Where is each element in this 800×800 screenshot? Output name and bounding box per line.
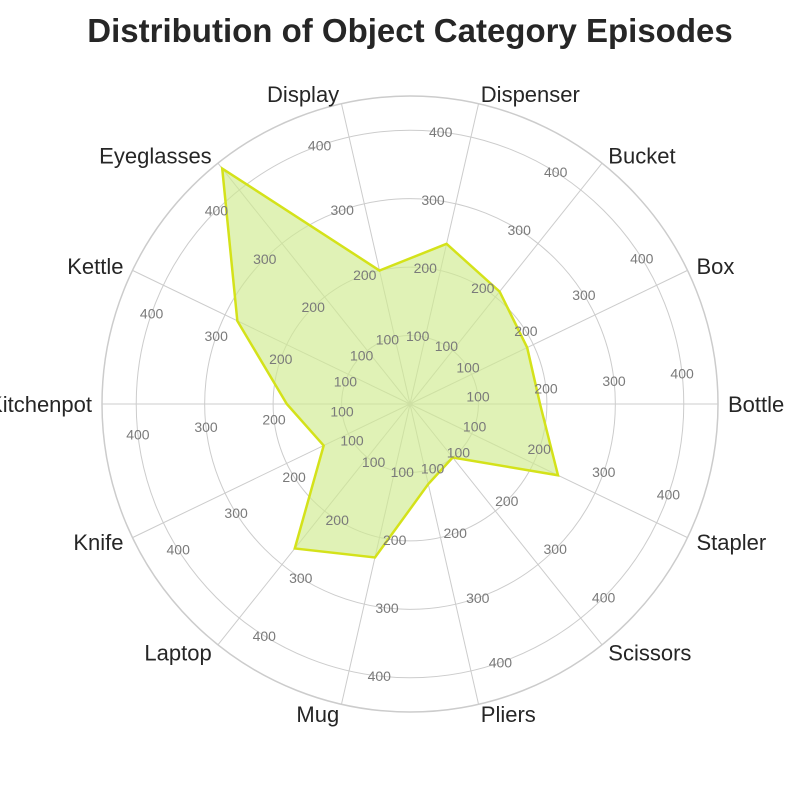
radial-tick-label: 300	[544, 541, 568, 557]
category-label-mug: Mug	[296, 702, 339, 727]
radial-tick-label: 400	[657, 486, 681, 502]
radial-tick-label: 200	[302, 299, 326, 315]
tick-layer: 100 200 300 400 100 200 300 400 100 200 300 400 100 2…	[126, 124, 694, 684]
radial-tick-label: 400	[308, 138, 332, 154]
radial-tick-label: 200	[495, 493, 519, 509]
data-point-box	[526, 347, 528, 349]
radial-tick-label: 300	[289, 570, 313, 586]
radial-tick-label: 400	[489, 654, 513, 670]
category-label-scissors: Scissors	[608, 641, 691, 666]
radial-tick-label: 300	[602, 373, 626, 389]
radial-tick-label: 100	[334, 373, 358, 389]
category-label-display: Display	[267, 82, 339, 107]
radial-tick-label: 100	[421, 461, 445, 477]
data-point-kettle	[236, 320, 238, 322]
category-label-eyeglasses: Eyeglasses	[99, 143, 212, 168]
radial-tick-label: 100	[376, 331, 400, 347]
series-layer	[220, 166, 560, 559]
data-point-mug	[374, 556, 376, 558]
radial-tick-label: 400	[670, 365, 694, 381]
radial-tick-label: 400	[205, 202, 229, 218]
radial-tick-label: 300	[194, 419, 218, 435]
radial-tick-label: 100	[435, 338, 459, 354]
data-point-laptop	[294, 547, 296, 549]
radial-tick-label: 300	[508, 222, 532, 238]
category-label-bottle: Bottle	[728, 392, 784, 417]
radial-tick-label: 400	[544, 164, 568, 180]
radial-tick-label: 100	[391, 464, 415, 480]
radial-tick-label: 400	[126, 427, 150, 443]
radial-tick-label: 300	[205, 328, 229, 344]
radial-tick-label: 200	[269, 351, 293, 367]
category-label-kettle: Kettle	[67, 254, 123, 279]
radial-tick-label: 300	[572, 287, 596, 303]
radial-tick-label: 200	[444, 525, 468, 541]
data-point-scissors	[452, 457, 454, 459]
radial-tick-label: 300	[224, 505, 248, 521]
radial-tick-label: 100	[362, 454, 386, 470]
category-label-pliers: Pliers	[481, 702, 536, 727]
radial-tick-label: 200	[262, 411, 286, 427]
radial-tick-label: 400	[592, 590, 616, 606]
radial-tick-label: 300	[592, 464, 616, 480]
radial-tick-label: 300	[253, 251, 277, 267]
data-point-eyeglasses	[221, 168, 223, 170]
radial-tick-label: 200	[514, 323, 538, 339]
data-point-bottle	[539, 403, 541, 405]
data-point-pliers	[427, 483, 429, 485]
radial-tick-label: 100	[466, 388, 490, 404]
category-label-knife: Knife	[73, 530, 123, 555]
radial-tick-label: 200	[528, 441, 552, 457]
radial-tick-label: 200	[353, 267, 377, 283]
category-label-dispenser: Dispenser	[481, 82, 580, 107]
chart-title: Distribution of Object Category Episodes	[87, 12, 732, 49]
radial-tick-label: 100	[340, 432, 364, 448]
category-label-kitchenpot: Kitchenpot	[0, 392, 92, 417]
data-point-bucket	[499, 291, 501, 293]
radial-tick-label: 200	[534, 381, 558, 397]
data-point-stapler	[557, 474, 559, 476]
radial-tick-label: 100	[406, 328, 430, 344]
radial-tick-label: 200	[414, 260, 438, 276]
data-point-knife	[323, 445, 325, 447]
radial-tick-label: 100	[350, 348, 374, 364]
radial-tick-label: 400	[429, 124, 453, 140]
data-point-kitchenpot	[286, 403, 288, 405]
radial-tick-label: 200	[471, 280, 495, 296]
radial-tick-label: 300	[331, 202, 355, 218]
label-layer: Bottle Box Bucket Dispenser Display Eyeglasse…	[0, 82, 784, 727]
radial-tick-label: 200	[282, 469, 306, 485]
radial-tick-label: 300	[466, 590, 490, 606]
radial-tick-label: 400	[368, 668, 392, 684]
category-label-stapler: Stapler	[697, 530, 767, 555]
radial-tick-label: 400	[167, 542, 191, 558]
radial-tick-label: 300	[421, 192, 445, 208]
radial-tick-label: 300	[375, 600, 399, 616]
radial-tick-label: 100	[456, 360, 480, 376]
radial-tick-label: 100	[330, 404, 354, 420]
radial-tick-label: 100	[463, 419, 487, 435]
category-label-box: Box	[697, 254, 735, 279]
category-label-laptop: Laptop	[144, 641, 211, 666]
data-point-display	[379, 270, 381, 272]
radial-tick-label: 400	[630, 250, 654, 266]
radial-tick-label: 200	[326, 512, 350, 528]
radial-tick-label: 400	[253, 628, 277, 644]
radial-tick-label: 200	[383, 532, 407, 548]
category-label-bucket: Bucket	[608, 143, 675, 168]
radial-tick-label: 100	[447, 444, 471, 460]
data-point-dispenser	[446, 243, 448, 245]
radial-tick-label: 400	[140, 306, 164, 322]
